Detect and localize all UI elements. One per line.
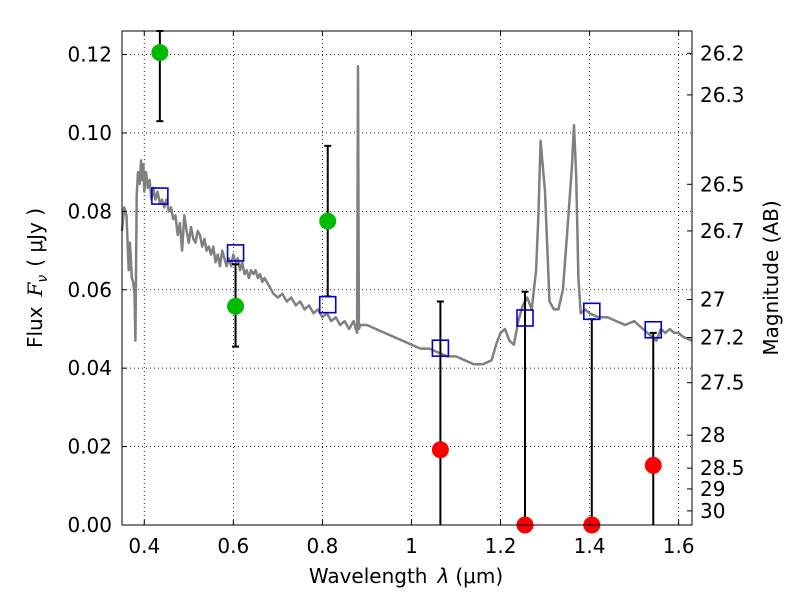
right-tick-label: 26.5 [700, 172, 745, 196]
right-tick-label: 26.7 [700, 219, 745, 243]
y-axis-title-unit: ( μJy ) [23, 208, 47, 267]
x-tick-label: 1.4 [574, 534, 606, 558]
plot-frame [121, 30, 693, 526]
y-axis-title-symbol: F [23, 281, 47, 297]
axis-ticks: 0.4 0.6 0.8 1 1.2 1.4 1.6 0.00 0.02 0.04 0.06 0.08 0… [67, 31, 745, 558]
x-tick-label: 0.6 [217, 534, 249, 558]
right-tick-label: 27 [700, 288, 725, 312]
x-axis-title-text: Wavelength [309, 564, 428, 588]
right-tick-label: 30 [700, 499, 725, 523]
y-tick-label: 0.06 [67, 278, 112, 302]
model-band-square [516, 309, 534, 327]
model-band-square [226, 244, 245, 262]
y-tick-label: 0.10 [67, 121, 112, 145]
upper-limit-point [431, 441, 449, 459]
right-tick-label: 29 [700, 477, 725, 501]
right-tick-label: 26.3 [700, 83, 745, 107]
y-axis-title: Flux Fν ( μJy ) [23, 208, 51, 348]
y-tick-label: 0.04 [67, 356, 112, 380]
x-tick-label: 1.2 [485, 534, 517, 558]
model-band-square [431, 339, 450, 357]
x-tick-label: 0.4 [128, 534, 160, 558]
model-band-square [151, 187, 169, 205]
right-tick-label: 28 [700, 423, 725, 447]
x-axis-title: Wavelength λ (μm) [309, 564, 503, 588]
x-axis-title-unit: (μm) [455, 564, 503, 588]
right-tick-label: 27.5 [700, 371, 745, 395]
x-axis-title-symbol: λ [437, 564, 450, 588]
x-tick-label: 0.8 [306, 534, 338, 558]
right-tick-label: 27.2 [700, 326, 745, 350]
y-axis-title-subscript: ν [35, 275, 51, 283]
right-axis-title: Magnitude (AB) [759, 200, 783, 355]
y-tick-label: 0.12 [67, 43, 112, 67]
detection-point [319, 212, 337, 230]
upper-limit-point [644, 456, 662, 474]
right-tick-label: 28.5 [700, 456, 745, 480]
detection-point [227, 297, 245, 315]
right-tick-label: 26.2 [700, 41, 745, 65]
model-band-square [318, 295, 337, 314]
detection-point [151, 44, 169, 62]
model-band-square [583, 302, 601, 321]
data-points [151, 44, 663, 534]
y-tick-label: 0.00 [67, 513, 112, 537]
x-tick-label: 1 [405, 534, 418, 558]
y-tick-label: 0.08 [67, 199, 112, 223]
y-axis-title-text: Flux [23, 306, 47, 348]
model-band-square [644, 320, 663, 339]
y-tick-label: 0.02 [67, 435, 112, 459]
x-tick-label: 1.6 [663, 534, 695, 558]
